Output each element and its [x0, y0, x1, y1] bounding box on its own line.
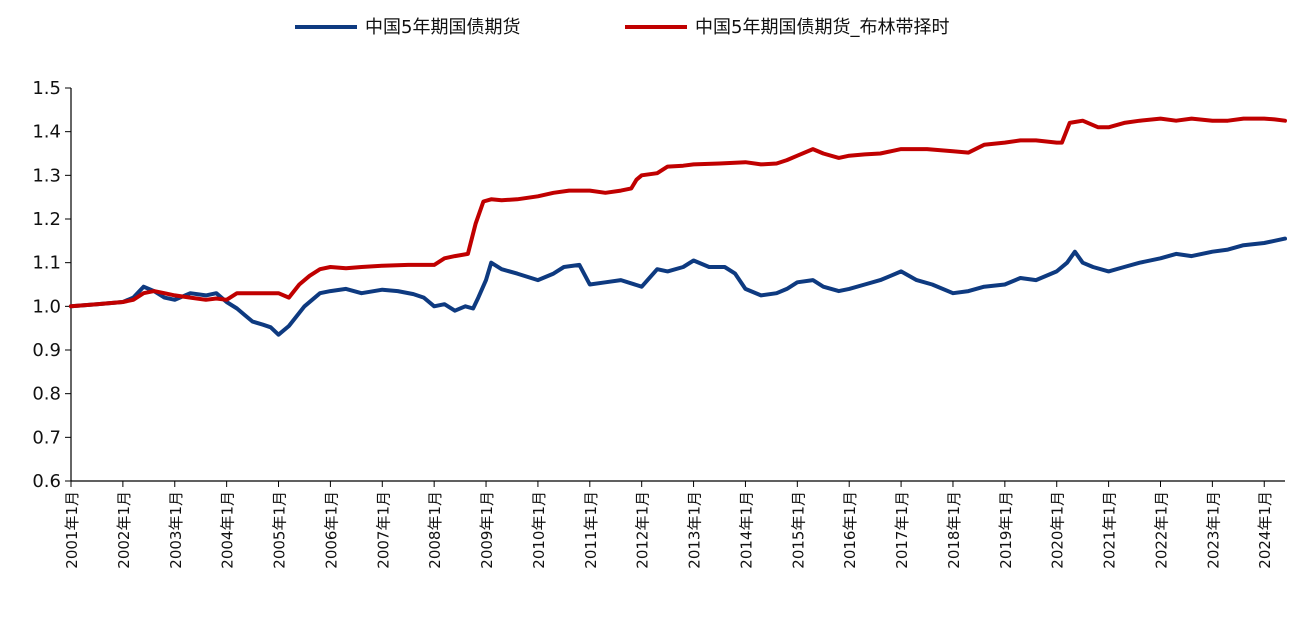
x-tick-label: 2020年1月 — [1049, 491, 1067, 569]
x-tick-label: 2008年1月 — [426, 491, 444, 569]
x-tick-label: 2018年1月 — [945, 491, 963, 569]
y-tick-label: 1.4 — [32, 122, 61, 143]
x-tick-label: 2004年1月 — [219, 491, 237, 569]
x-tick-label: 2024年1月 — [1256, 491, 1274, 569]
y-tick-label: 0.7 — [32, 427, 61, 448]
x-tick-label: 2019年1月 — [997, 491, 1015, 569]
x-tick-label: 2013年1月 — [686, 491, 704, 569]
legend-label-1: 中国5年期国债期货 — [365, 17, 520, 38]
x-tick-label: 2003年1月 — [167, 491, 185, 569]
x-tick-label: 2014年1月 — [737, 491, 755, 569]
y-tick-label: 1.1 — [32, 253, 61, 274]
y-tick-label: 1.5 — [32, 78, 61, 99]
x-tick-label: 2006年1月 — [322, 491, 340, 569]
x-tick-label: 2007年1月 — [374, 491, 392, 569]
y-tick-label: 1.3 — [32, 165, 61, 186]
x-tick-label: 2022年1月 — [1152, 491, 1170, 569]
x-tick-label: 2005年1月 — [271, 491, 289, 569]
x-tick-label: 2002年1月 — [115, 491, 133, 569]
x-tick-label: 2009年1月 — [478, 491, 496, 569]
x-tick-label: 2016年1月 — [841, 491, 859, 569]
y-tick-label: 0.9 — [32, 340, 61, 361]
y-tick-label: 0.8 — [32, 384, 61, 405]
legend: 中国5年期国债期货 中国5年期国债期货_布林带择时 — [295, 17, 949, 38]
series-line-2 — [69, 116, 1287, 309]
x-tick-label: 2021年1月 — [1101, 491, 1119, 569]
axes: 0.6 0.7 0.8 0.9 1.0 1.1 1.2 1.3 1.4 1.5 2001年1月 200… — [32, 78, 1285, 569]
y-tick-label: 0.6 — [32, 471, 61, 492]
x-tick-label: 2023年1月 — [1204, 491, 1222, 569]
x-tick-label: 2012年1月 — [634, 491, 652, 569]
series-line-1 — [69, 236, 1287, 337]
y-tick-label: 1.0 — [32, 296, 61, 317]
y-tick-label: 1.2 — [32, 209, 61, 230]
x-tick-label: 2001年1月 — [63, 491, 81, 569]
x-tick-label: 2011年1月 — [582, 491, 600, 569]
series-layer — [69, 116, 1287, 337]
x-tick-label: 2010年1月 — [530, 491, 548, 569]
x-tick-label: 2015年1月 — [789, 491, 807, 569]
legend-label-2: 中国5年期国债期货_布林带择时 — [695, 17, 949, 38]
x-tick-label: 2017年1月 — [893, 491, 911, 569]
